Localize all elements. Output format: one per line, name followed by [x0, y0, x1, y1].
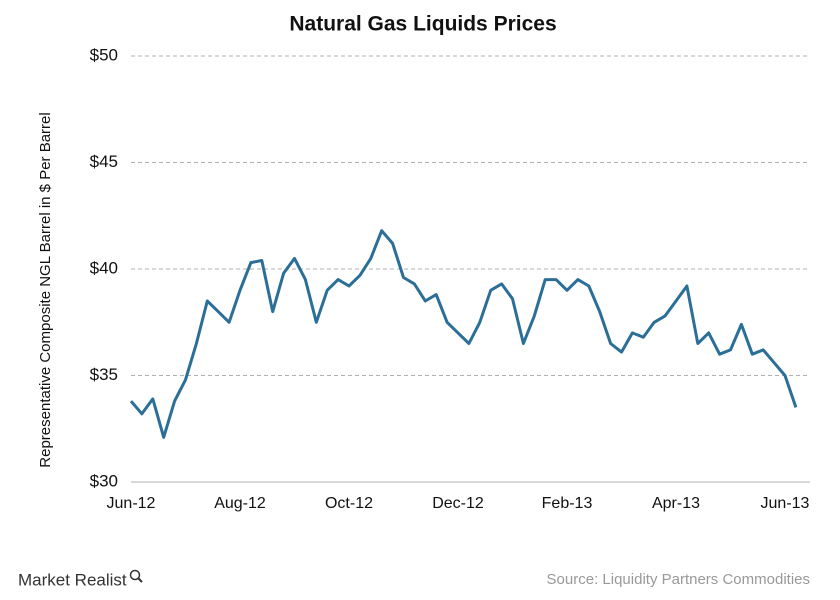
x-tick-label: Feb-13 — [542, 495, 593, 512]
logo-icon — [137, 577, 143, 583]
logo-icon — [129, 569, 141, 581]
chart-title: Natural Gas Liquids Prices — [289, 13, 556, 36]
y-tick-label: $45 — [90, 152, 118, 171]
brand: Market Realist — [18, 570, 127, 589]
y-tick-label: $35 — [90, 365, 118, 384]
source: Source: Liquidity Partners Commodities — [547, 571, 810, 588]
x-tick-label: Dec-12 — [432, 495, 484, 512]
y-tick-label: $50 — [90, 45, 118, 64]
x-tick-label: Jun-12 — [107, 495, 156, 512]
line — [129, 229, 798, 439]
y-tick-label: $30 — [90, 471, 118, 490]
x-tick-label: Oct-12 — [325, 495, 373, 512]
brand-logo: Market Realist — [18, 569, 143, 589]
x-tick-label: Apr-13 — [652, 495, 700, 512]
y-axis-label: Representative Composite NGL Barrel in $… — [37, 112, 54, 467]
y-tick-label: $40 — [90, 258, 118, 277]
x-tick-label: Jun-13 — [761, 495, 810, 512]
x-tick-label: Aug-12 — [214, 495, 266, 512]
